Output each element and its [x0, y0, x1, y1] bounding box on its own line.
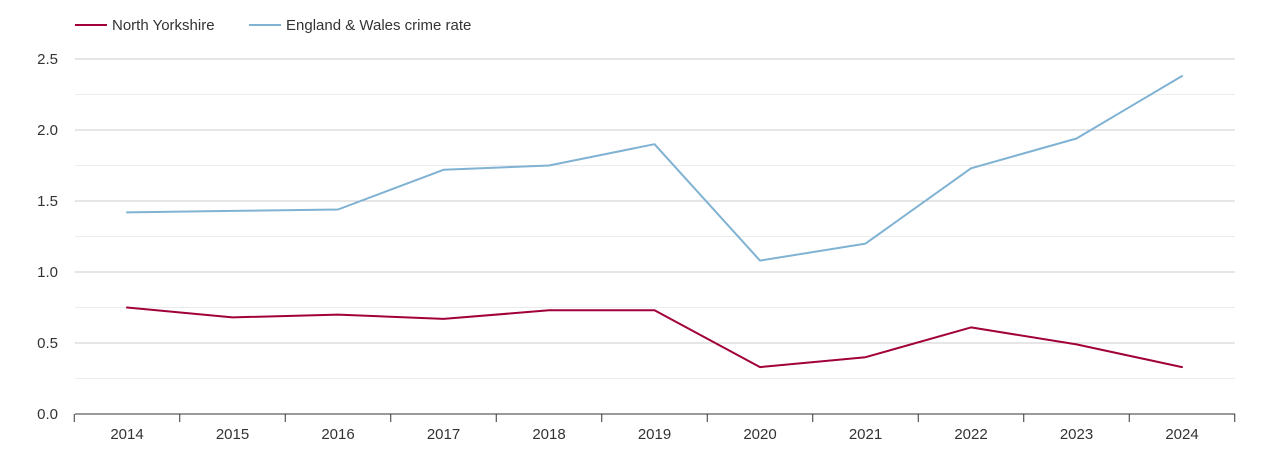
x-tick-label: 2016 — [321, 426, 354, 443]
x-tick-label: 2019 — [638, 426, 671, 443]
series-lines — [126, 75, 1183, 369]
y-tick-label: 0.5 — [37, 335, 58, 352]
y-tick-label: 2.5 — [37, 51, 58, 68]
y-tick-label: 1.0 — [37, 264, 58, 281]
x-tick-label: 2015 — [216, 426, 249, 443]
y-tick-label: 1.5 — [37, 193, 58, 210]
x-tick-label: 2021 — [849, 426, 882, 443]
x-tick-label: 2020 — [743, 426, 776, 443]
x-axis: 2014 2015 2016 2017 2018 2019 2020 2021 2022 2023… — [73, 413, 1236, 443]
x-tick-label: 2014 — [110, 426, 143, 443]
series-line-north-yorkshire — [126, 306, 1183, 369]
gridlines — [75, 58, 1235, 379]
x-tick-label: 2023 — [1060, 426, 1093, 443]
x-tick-label: 2017 — [427, 426, 460, 443]
legend: North Yorkshire England & Wales crime ra… — [75, 17, 471, 34]
legend-label-north-yorkshire: North Yorkshire — [112, 17, 215, 34]
y-axis: 0.0 0.5 1.0 1.5 2.0 2.5 — [37, 51, 58, 423]
y-tick-label: 0.0 — [37, 406, 58, 423]
x-tick-label: 2022 — [954, 426, 987, 443]
series-line-england-wales — [126, 75, 1183, 262]
legend-label-england-wales: England & Wales crime rate — [286, 17, 471, 34]
x-tick-label: 2018 — [532, 426, 565, 443]
y-tick-label: 2.0 — [37, 122, 58, 139]
x-tick-label: 2024 — [1165, 426, 1198, 443]
